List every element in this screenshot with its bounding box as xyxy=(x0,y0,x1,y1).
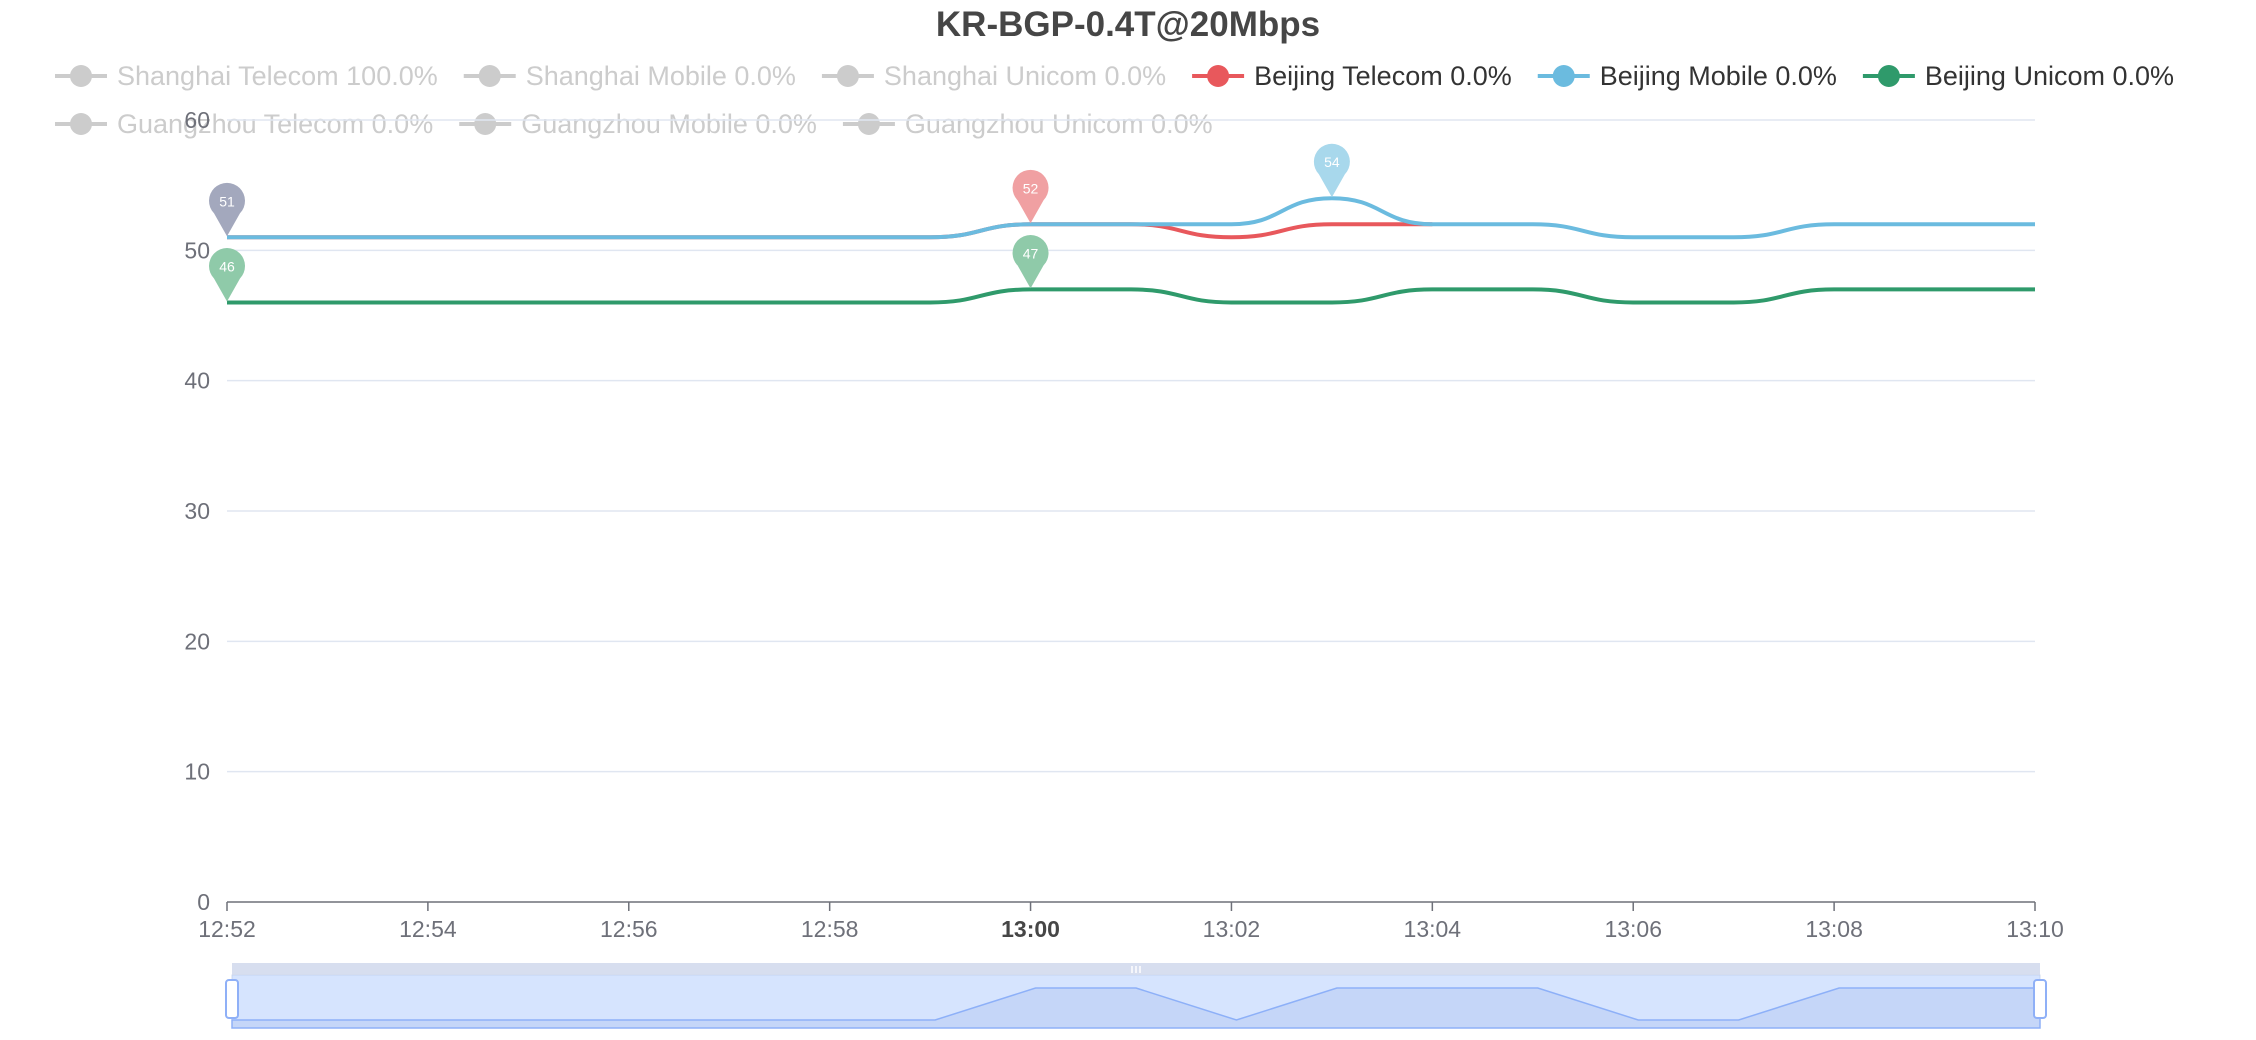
marker-pin: 51 xyxy=(208,182,245,237)
y-tick-label: 60 xyxy=(184,107,210,133)
marker-pin: 47 xyxy=(1012,234,1049,289)
zoom-end-handle[interactable] xyxy=(2033,979,2047,1019)
legend-dot-icon xyxy=(70,65,92,87)
y-tick-label: 40 xyxy=(184,368,210,394)
legend-dot-icon xyxy=(836,65,859,87)
marker-pin: 52 xyxy=(1012,169,1049,224)
legend-dot-icon xyxy=(857,113,880,135)
legend-dot-icon xyxy=(478,65,501,87)
marker-label: 51 xyxy=(219,193,235,209)
legend[interactable]: Shanghai Telecom 100.0% Shanghai Mobile 0… xyxy=(55,61,2174,139)
legend-item-guangzhou-telecom[interactable]: Guangzhou Telecom 0.0% xyxy=(55,109,433,139)
x-tick-label: 12:54 xyxy=(399,916,457,942)
marker-pin-shape xyxy=(208,182,245,237)
zoom-start-handle[interactable] xyxy=(225,979,239,1019)
legend-item-guangzhou-unicom[interactable]: Guangzhou Unicom 0.0% xyxy=(842,109,1213,139)
y-axis: 0 10 20 30 40 50 60 xyxy=(184,107,210,915)
legend-item-shanghai-mobile[interactable]: Shanghai Mobile 0.0% xyxy=(463,61,796,91)
marker-label: 52 xyxy=(1023,180,1039,196)
marker-pin: 46 xyxy=(208,248,245,302)
x-tick-label: 13:02 xyxy=(1203,916,1261,942)
marker-label: 47 xyxy=(1023,245,1039,261)
marker-pin-shape xyxy=(1012,234,1049,289)
legend-label: Beijing Telecom 0.0% xyxy=(1254,61,1512,91)
plot-lines xyxy=(226,196,2035,305)
x-tick-label: 13:08 xyxy=(1805,916,1863,942)
legend-dot-icon xyxy=(474,113,497,135)
legend-dot-icon xyxy=(1877,65,1900,87)
marker-pin-shape xyxy=(208,248,245,302)
x-tick-label: 12:56 xyxy=(600,916,658,942)
legend-label: Guangzhou Mobile 0.0% xyxy=(521,109,817,139)
y-tick-label: 50 xyxy=(184,237,210,263)
legend-item-guangzhou-mobile[interactable]: Guangzhou Mobile 0.0% xyxy=(459,109,817,139)
series-line-beijing-mobile xyxy=(227,196,2035,240)
data-zoom-slider[interactable] xyxy=(225,963,2047,1029)
marker-label: 46 xyxy=(219,258,235,274)
x-tick-label: 13:10 xyxy=(2006,916,2064,942)
zoom-selection[interactable] xyxy=(232,975,2040,1028)
x-axis: 12:52 12:54 12:56 12:58 13:00 13:02 13:04 13:06… xyxy=(198,901,2064,942)
x-tick-label: 13:04 xyxy=(1404,916,1462,942)
y-tick-label: 0 xyxy=(197,889,210,915)
x-tick-label: 13:00 xyxy=(1001,916,1060,942)
chart-title: KR-BGP-0.4T@20Mbps xyxy=(936,5,1320,44)
legend-dot-icon xyxy=(70,113,92,135)
legend-label: Beijing Mobile 0.0% xyxy=(1600,61,1837,91)
x-tick-label: 12:52 xyxy=(198,916,256,942)
legend-label: Guangzhou Unicom 0.0% xyxy=(905,109,1213,139)
legend-dot-icon xyxy=(1552,65,1575,87)
marker-label: 54 xyxy=(1324,154,1340,170)
legend-label: Beijing Unicom 0.0% xyxy=(1925,61,2174,91)
grid-lines xyxy=(227,119,2035,773)
y-tick-label: 30 xyxy=(184,498,210,524)
marker-pin-shape xyxy=(1012,169,1049,224)
legend-item-shanghai-telecom[interactable]: Shanghai Telecom 100.0% xyxy=(55,61,438,91)
markers: 51 46 52 47 54 xyxy=(208,143,1350,302)
y-tick-label: 20 xyxy=(184,628,210,654)
legend-item-beijing-mobile[interactable]: Beijing Mobile 0.0% xyxy=(1537,61,1837,91)
legend-label: Guangzhou Telecom 0.0% xyxy=(117,109,433,139)
x-tick-label: 12:58 xyxy=(801,916,859,942)
marker-pin: 54 xyxy=(1313,143,1350,198)
legend-item-shanghai-unicom[interactable]: Shanghai Unicom 0.0% xyxy=(821,61,1166,91)
series-line-beijing-unicom xyxy=(226,287,2035,305)
zoom-preview-area xyxy=(231,987,2041,1029)
legend-dot-icon xyxy=(1207,65,1230,87)
y-tick-label: 10 xyxy=(184,759,210,785)
legend-label: Shanghai Unicom 0.0% xyxy=(884,61,1166,91)
x-tick-label: 13:06 xyxy=(1604,916,1662,942)
legend-item-beijing-telecom[interactable]: Beijing Telecom 0.0% xyxy=(1192,61,1512,91)
legend-item-beijing-unicom[interactable]: Beijing Unicom 0.0% xyxy=(1862,61,2174,91)
legend-label: Shanghai Telecom 100.0% xyxy=(117,61,438,91)
marker-pin-shape xyxy=(1313,143,1350,198)
legend-label: Shanghai Mobile 0.0% xyxy=(526,61,796,91)
